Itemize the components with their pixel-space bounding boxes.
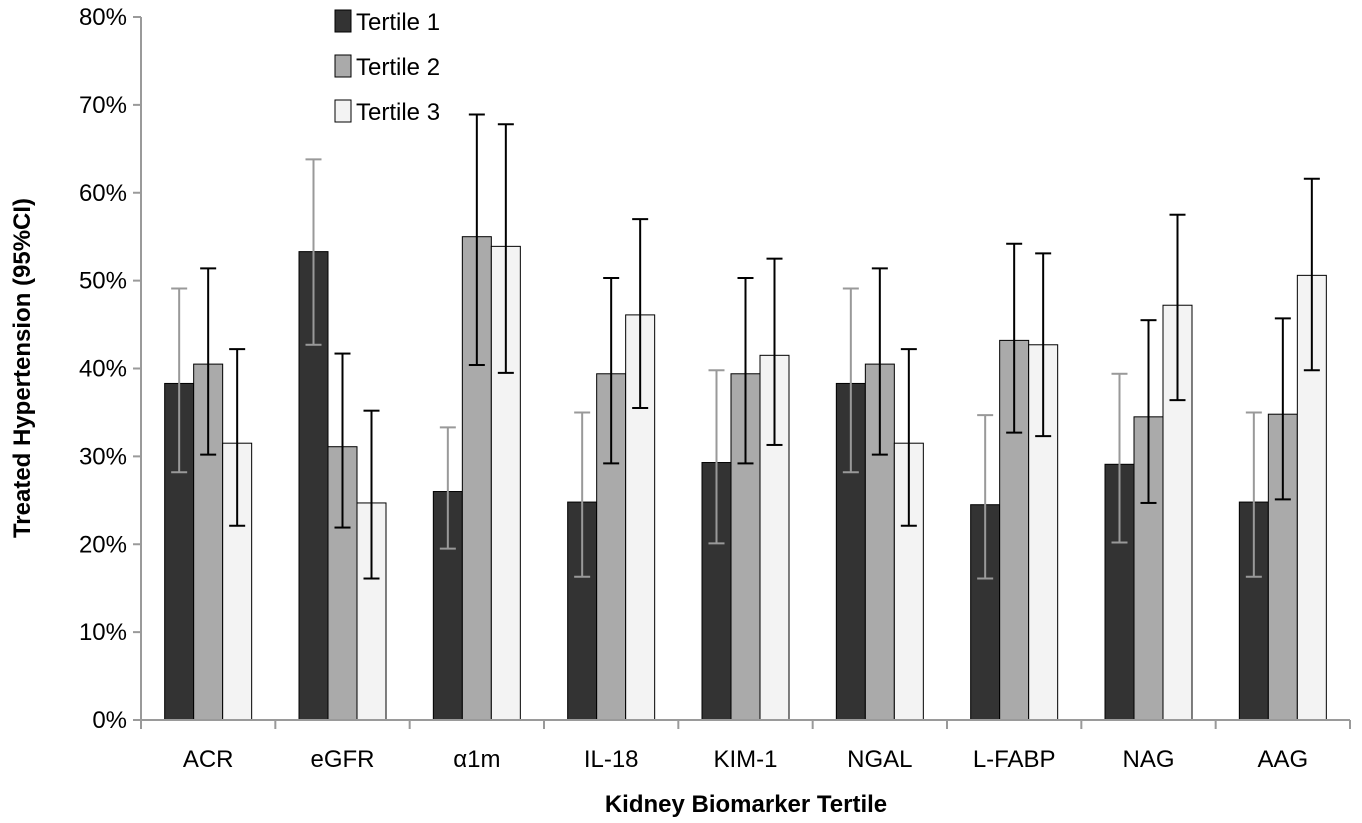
x-ticks-layer: ACR eGFR α1m IL-18 KIM-1 NGAL L-FABP NAG AAG bbox=[140, 720, 1351, 773]
x-axis-title: Kidney Biomarker Tertile bbox=[605, 791, 887, 818]
y-tick-label: 80% bbox=[79, 4, 127, 31]
y-tick-label: 0% bbox=[92, 707, 127, 734]
legend: Tertile 1 Tertile 2 Tertile 3 bbox=[334, 9, 440, 126]
y-ticks-layer: 0% 10% 20% 30% 40% 50% 60% 70% 80% bbox=[79, 4, 141, 734]
x-tick-label: L-FABP bbox=[973, 746, 1056, 773]
y-axis-title: Treated Hypertension (95%CI) bbox=[9, 198, 36, 538]
x-tick-label: NGAL bbox=[847, 746, 912, 773]
y-tick-label: 40% bbox=[79, 356, 127, 383]
y-tick-label: 60% bbox=[79, 180, 127, 207]
x-tick-label: IL-18 bbox=[584, 746, 639, 773]
legend-label: Tertile 1 bbox=[356, 9, 440, 36]
y-tick-label: 10% bbox=[79, 619, 127, 646]
legend-swatch bbox=[334, 99, 352, 123]
y-tick-label: 30% bbox=[79, 443, 127, 470]
legend-label: Tertile 2 bbox=[356, 54, 440, 81]
y-tick-label: 70% bbox=[79, 92, 127, 119]
x-tick-label: AAG bbox=[1257, 746, 1308, 773]
y-tick-label: 50% bbox=[79, 268, 127, 295]
legend-swatch bbox=[334, 9, 352, 33]
x-tick-label: α1m bbox=[453, 746, 500, 773]
x-tick-label: NAG bbox=[1122, 746, 1174, 773]
x-tick-label: KIM-1 bbox=[713, 746, 777, 773]
error-bars-layer bbox=[171, 113, 1320, 580]
legend-swatch bbox=[334, 54, 352, 78]
y-tick-label: 20% bbox=[79, 531, 127, 558]
bar bbox=[1133, 416, 1164, 721]
x-tick-label: ACR bbox=[183, 746, 234, 773]
legend-label: Tertile 3 bbox=[356, 99, 440, 126]
x-tick-label: eGFR bbox=[310, 746, 374, 773]
